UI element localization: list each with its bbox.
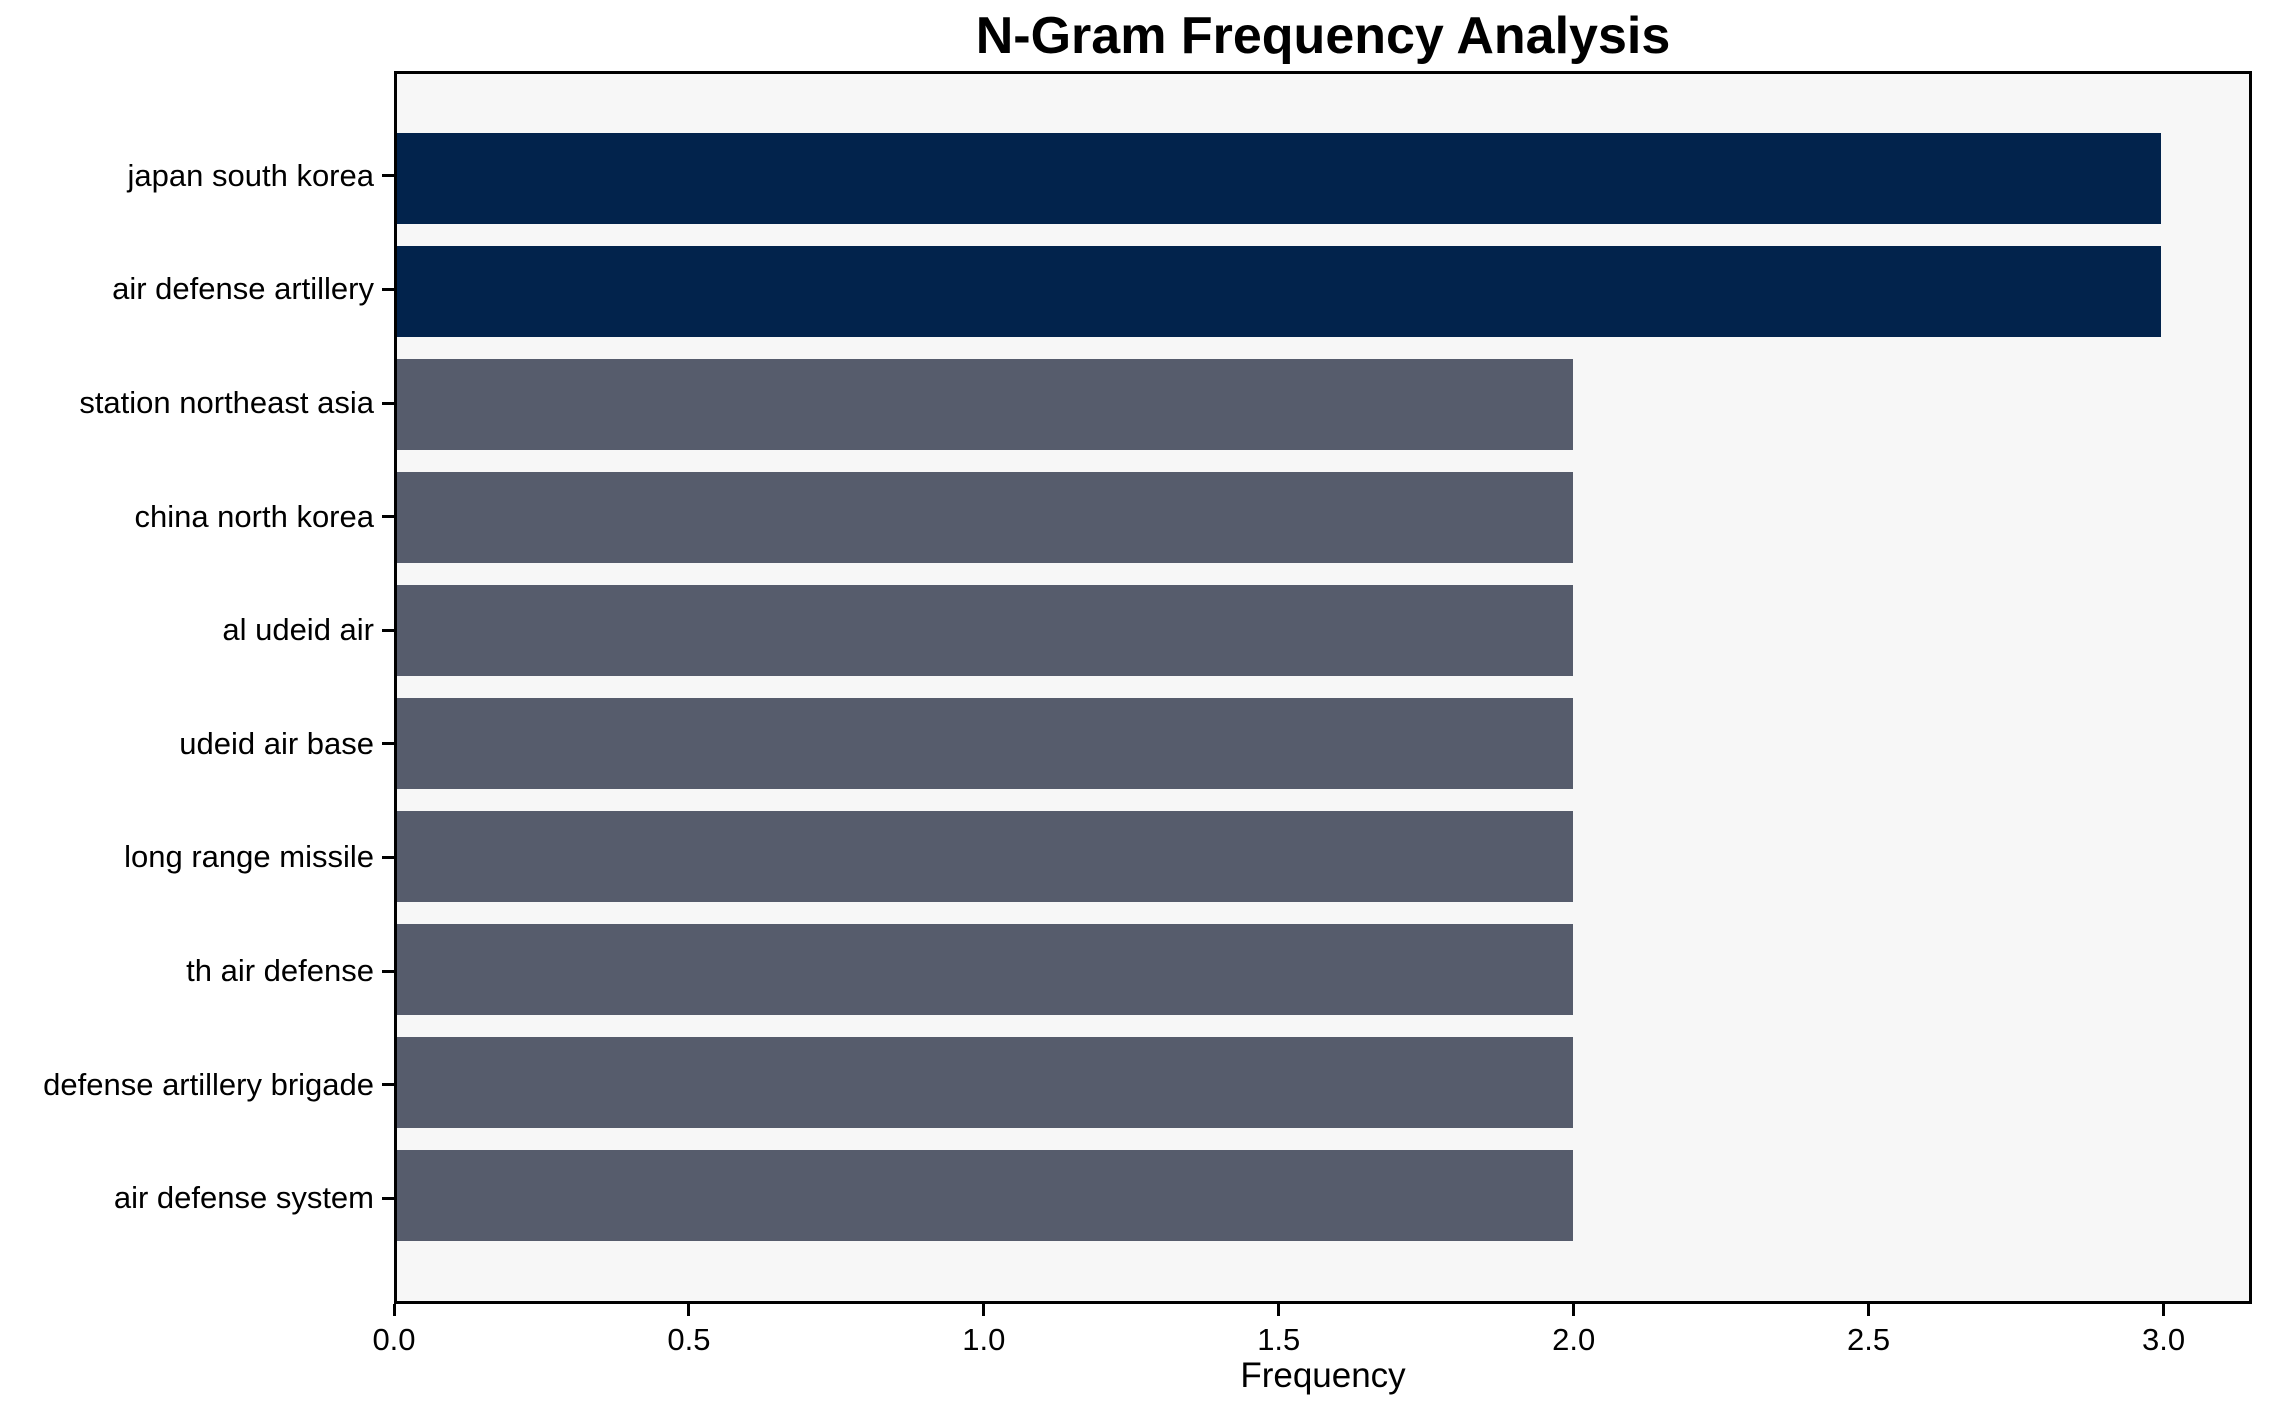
y-tick-mark [382, 401, 394, 405]
x-tick-mark [1277, 1304, 1281, 1316]
x-axis-label: Frequency [1240, 1356, 1406, 1395]
y-tick-mark [382, 174, 394, 178]
bar-row [397, 574, 2249, 687]
y-tick-mark [382, 969, 394, 973]
y-tick-mark [382, 742, 394, 746]
frequency-bar [397, 811, 1573, 902]
frequency-bar [397, 1150, 1573, 1241]
frequency-bar [397, 359, 1573, 450]
bar-row [397, 687, 2249, 800]
y-tick-mark [382, 515, 394, 519]
frequency-bar [397, 585, 1573, 676]
y-tick-mark [382, 287, 394, 291]
bar-row [397, 800, 2249, 913]
y-tick-label: china north korea [134, 498, 374, 534]
bar-row [397, 235, 2249, 348]
y-tick-mark [382, 1083, 394, 1087]
y-tick-label: air defense artillery [112, 271, 374, 307]
bar-row [397, 1139, 2249, 1252]
x-tick-label: 2.5 [1847, 1322, 1891, 1357]
y-tick-mark [382, 855, 394, 859]
plot-area [394, 71, 2252, 1304]
x-tick-label: 2.0 [1552, 1322, 1596, 1357]
bar-row [397, 913, 2249, 1026]
x-tick-label: 0.0 [372, 1322, 416, 1357]
x-tick-mark [687, 1304, 691, 1316]
x-tick-mark [2162, 1304, 2166, 1316]
bar-row [397, 461, 2249, 574]
y-tick-label: station northeast asia [79, 385, 374, 420]
bar-row [397, 122, 2249, 235]
x-tick-label: 3.0 [2141, 1322, 2186, 1357]
frequency-bar [397, 246, 2161, 337]
y-tick-label: air defense system [113, 1180, 374, 1216]
x-tick-mark [1867, 1304, 1871, 1316]
y-tick-label: al udeid air [222, 612, 374, 648]
frequency-bar [397, 1037, 1573, 1128]
frequency-bar [397, 472, 1573, 563]
y-tick-label: japan south korea [127, 157, 374, 193]
y-tick-label: defense artillery brigade [43, 1066, 374, 1102]
y-tick-mark [382, 628, 394, 632]
y-tick-label: th air defense [186, 953, 374, 988]
bar-row [397, 348, 2249, 461]
bar-row [397, 1026, 2249, 1139]
x-tick-label: 1.5 [1257, 1322, 1301, 1357]
frequency-bar [397, 924, 1573, 1015]
x-tick-mark [982, 1304, 986, 1316]
y-tick-mark [382, 1196, 394, 1200]
bars-container [397, 74, 2249, 1301]
x-tick-mark [392, 1304, 396, 1316]
x-tick-label: 1.0 [962, 1322, 1006, 1357]
x-tick-label: 0.5 [667, 1322, 711, 1357]
x-tick-mark [1572, 1304, 1576, 1316]
chart-title: N-Gram Frequency Analysis [975, 7, 1671, 65]
y-tick-label: long range missile [124, 839, 374, 875]
frequency-bar [397, 133, 2161, 224]
y-tick-label: udeid air base [179, 725, 374, 761]
frequency-bar [397, 698, 1573, 789]
